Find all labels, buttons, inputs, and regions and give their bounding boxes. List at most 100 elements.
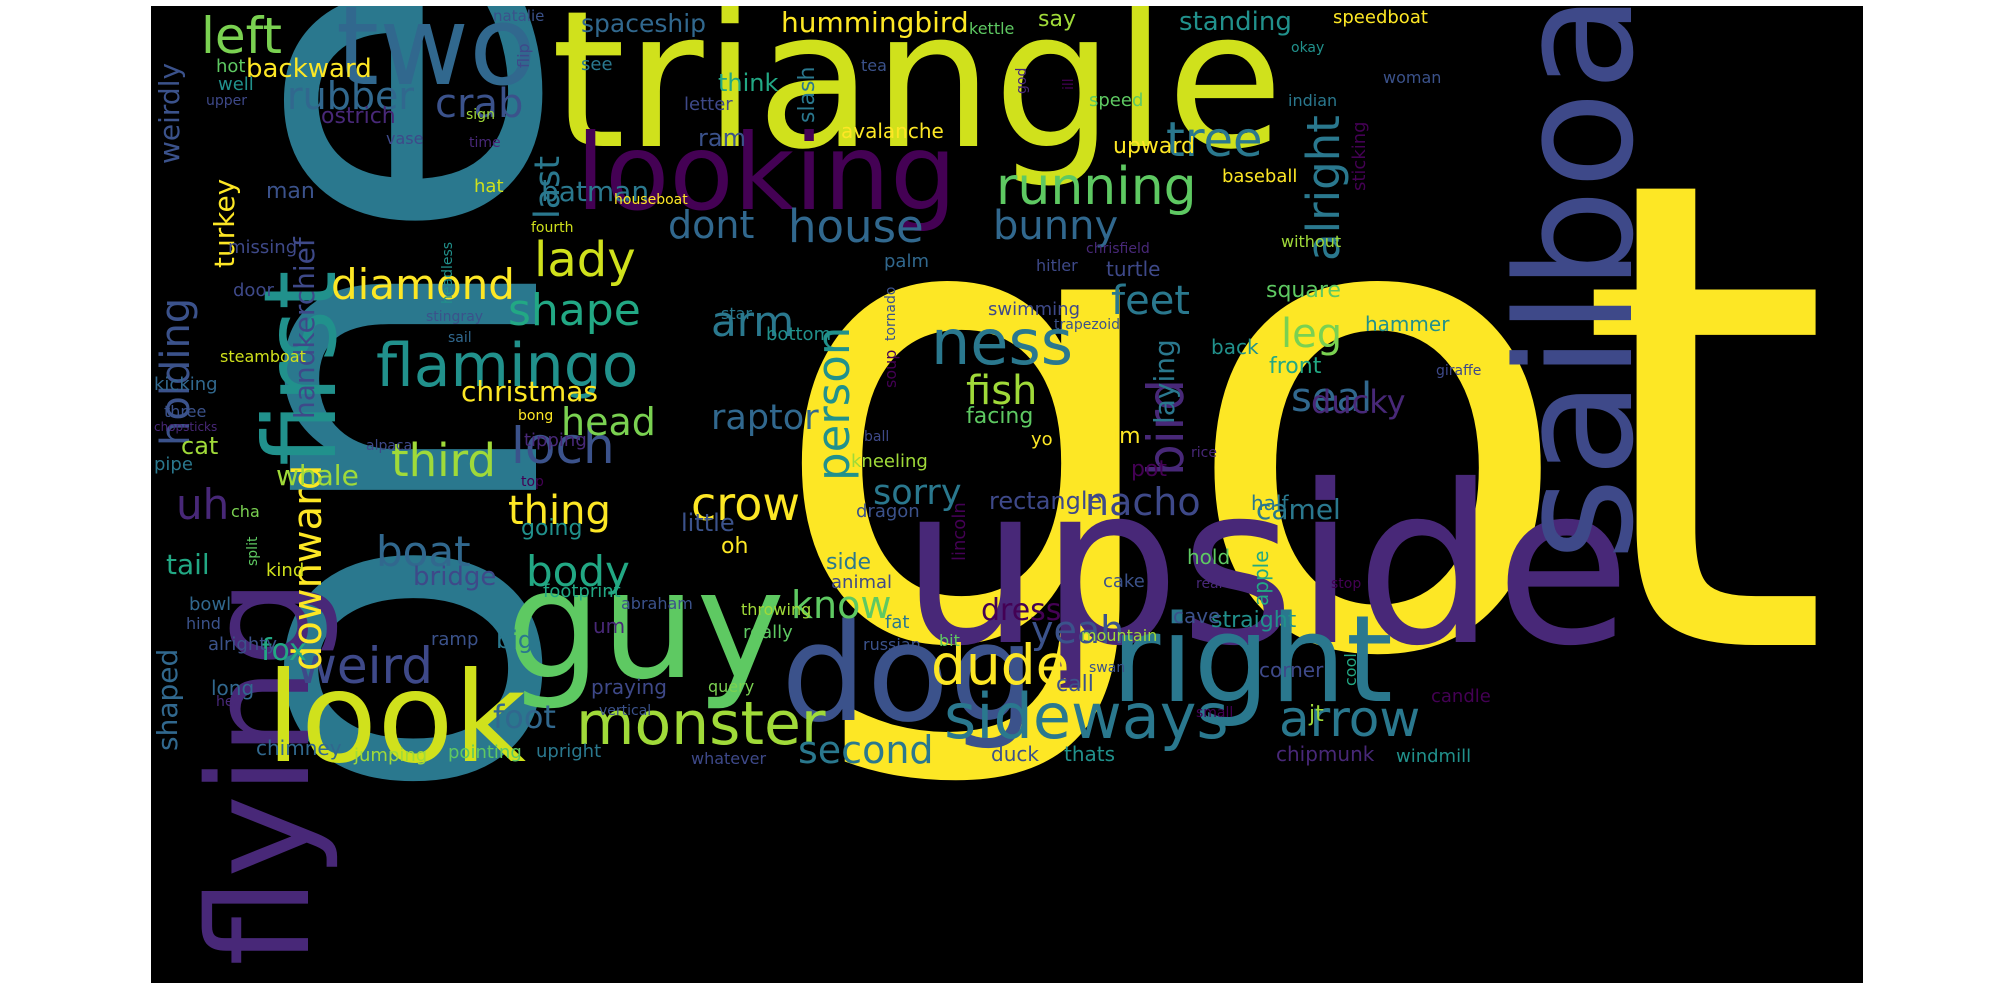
word: without [1281,232,1342,251]
word: pipe [154,454,193,475]
word: upright [536,741,602,762]
word: turtle [1106,257,1161,281]
word: stingray [426,309,484,325]
word: arrow [1279,690,1421,748]
word: diamond [331,260,515,309]
word: chimney [256,736,342,760]
word: bit [939,631,960,650]
word: laying [1148,339,1181,424]
word: hold [1187,545,1231,569]
word: got [766,43,1832,799]
word: cool [1341,653,1360,686]
word: im [1113,424,1141,449]
word: time [469,135,501,151]
word: bong [518,408,554,424]
word: duck [991,742,1039,766]
word: chipmunk [1276,742,1375,766]
word: small [1196,705,1234,721]
word: head [561,400,656,444]
word: house [788,200,924,253]
word: flamingo [376,331,639,401]
word: jt [1309,702,1324,727]
word: speedboat [1333,7,1428,28]
word: animal [831,572,893,593]
word: ill [1061,78,1077,90]
word: tea [861,56,887,75]
word: two [336,6,537,110]
word: hot [216,56,246,77]
word: footprint [543,581,621,602]
word: whatever [691,749,767,768]
word: tail [166,548,210,581]
word: batman [541,175,650,208]
word: stop [1331,576,1362,592]
word: side [826,550,872,575]
word: russian [863,635,921,654]
word: swan [1089,660,1126,676]
word: looking [576,112,957,234]
word: ball [864,429,890,445]
word: hammer [1365,312,1450,336]
word: cat [181,432,219,460]
word: okay [1291,40,1325,56]
word: swimming [988,299,1081,320]
word: abraham [621,594,693,613]
word: dont [668,203,755,247]
word: speed [1089,90,1144,111]
word: indian [1288,91,1338,110]
word: missing [228,237,298,258]
word: giraffe [1436,363,1482,379]
word: thats [1064,742,1116,766]
word: query [708,677,755,696]
word: soup [881,349,900,388]
word: foot [493,698,556,736]
word: weirdly [153,62,186,164]
word: arm [711,297,795,346]
word: rubber [287,74,414,118]
word: rear [1196,576,1225,592]
word: cave [1173,604,1221,628]
word: candle [1431,686,1491,707]
word: dress [981,593,1062,628]
word: split [245,536,261,566]
word: chrisfield [1086,241,1150,257]
word: right [1111,591,1393,730]
word: really [743,622,793,643]
word: natalie [493,7,545,25]
word: half [1251,491,1289,515]
word: vertical [599,703,652,719]
word: door [233,280,274,301]
word: palm [884,251,929,272]
word: trapezoid [1054,317,1121,333]
word: sail [448,330,472,346]
word: praying [591,675,667,699]
word: alrighty [208,634,277,655]
word: shaped [151,648,184,751]
word: woman [1383,68,1442,87]
word: kneeling [851,451,928,472]
word: bowl [189,594,232,615]
word: triangle [551,6,1284,191]
word: fish [966,368,1038,414]
word: guy [506,539,786,713]
word: front [1269,354,1322,379]
word: whale [276,459,359,492]
word: throwing [741,600,812,619]
word: dragon [856,501,920,522]
word: jumping [354,745,428,766]
word: camel [1256,493,1341,526]
word: crow [691,477,800,531]
word: rectangle [989,487,1103,515]
word: pointing [448,742,522,763]
word: lincoln [949,502,970,561]
word: nacho [1085,480,1201,524]
word: dude [931,633,1070,697]
word: hummingbird [781,6,969,39]
word: vase [386,129,424,148]
word: top [521,474,544,490]
word: shape [508,285,641,336]
word: long [211,676,255,700]
word: well [218,74,254,95]
word: monster [576,689,826,759]
word: pot [1131,457,1168,482]
